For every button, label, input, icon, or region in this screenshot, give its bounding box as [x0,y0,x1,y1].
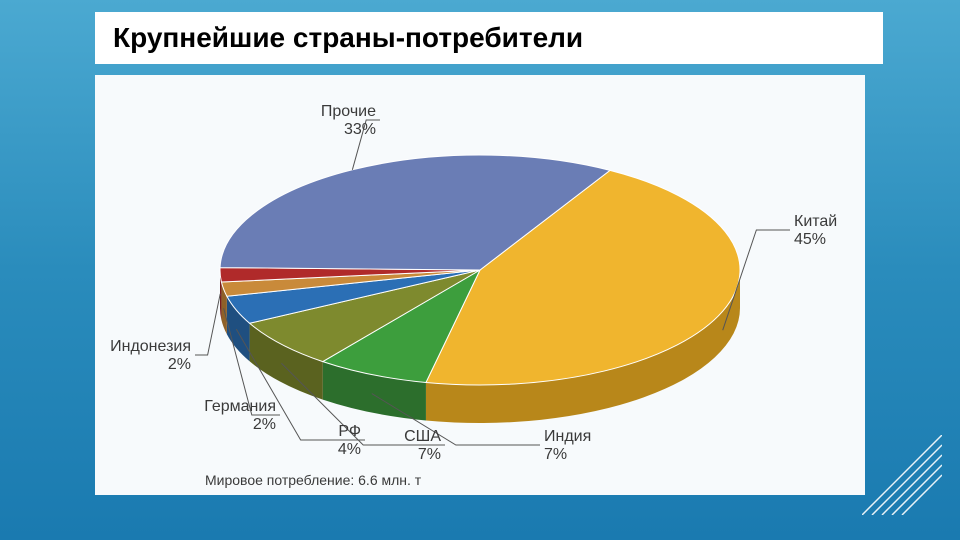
slice-label-value: 2% [253,416,276,433]
slice-label-value: 2% [168,356,191,373]
pie-chart: Китай45%Индия7%США7%РФ4%Германия2%Индоне… [95,75,865,495]
slice-label-value: 33% [344,121,376,138]
slide: Крупнейшие страны-потребители Китай45% Ин… [0,0,960,540]
leader-line [195,294,220,355]
slice-label-name: Германия [204,398,276,415]
slice-label-value: 4% [338,441,361,458]
slide-title: Крупнейшие страны-потребители [113,22,583,54]
slice-label-value: 7% [418,446,441,463]
slice-label-value: 45% [794,231,826,248]
slide-title-box: Крупнейшие страны-потребители [95,12,883,64]
chart-panel: Китай45%Индия7%США7%РФ4%Германия2%Индоне… [95,75,865,495]
slice-label-name: Индия [544,428,591,445]
slice-label-name: США [404,428,441,445]
decor-lines [862,435,942,515]
slice-label-name: Китай [794,213,837,230]
chart-footer: Мировое потребление: 6.6 млн. т [205,472,422,488]
slice-label-name: РФ [338,423,361,440]
slice-label-value: 7% [544,446,567,463]
slice-label-name: Индонезия [110,338,191,355]
slice-label-name: Прочие [321,103,376,120]
